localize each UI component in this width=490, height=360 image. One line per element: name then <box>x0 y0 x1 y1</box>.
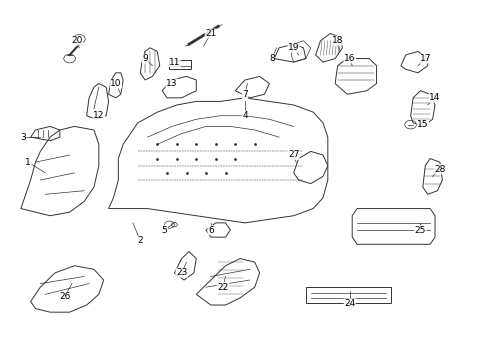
Text: 6: 6 <box>208 225 214 234</box>
Text: 5: 5 <box>162 225 168 234</box>
Text: 3: 3 <box>21 132 26 141</box>
Text: 27: 27 <box>288 150 299 159</box>
Text: 14: 14 <box>429 93 441 102</box>
Text: 24: 24 <box>344 299 355 308</box>
Text: 15: 15 <box>417 120 429 129</box>
Text: 7: 7 <box>242 90 248 99</box>
Text: 28: 28 <box>434 165 445 174</box>
Text: 17: 17 <box>419 54 431 63</box>
Text: 19: 19 <box>288 43 299 52</box>
Text: 25: 25 <box>415 225 426 234</box>
Text: 23: 23 <box>176 268 187 277</box>
Text: 13: 13 <box>166 79 178 88</box>
Text: 4: 4 <box>242 111 248 120</box>
Text: 9: 9 <box>142 54 148 63</box>
Text: 26: 26 <box>59 292 71 301</box>
Text: 11: 11 <box>169 58 180 67</box>
Text: 10: 10 <box>110 79 122 88</box>
Text: 8: 8 <box>269 54 275 63</box>
Text: 22: 22 <box>218 283 229 292</box>
Text: 1: 1 <box>25 158 31 167</box>
Text: 18: 18 <box>332 36 343 45</box>
Text: 12: 12 <box>93 111 104 120</box>
Text: 2: 2 <box>137 236 143 245</box>
Text: 20: 20 <box>71 36 83 45</box>
Text: 16: 16 <box>344 54 356 63</box>
Text: 21: 21 <box>205 29 217 38</box>
